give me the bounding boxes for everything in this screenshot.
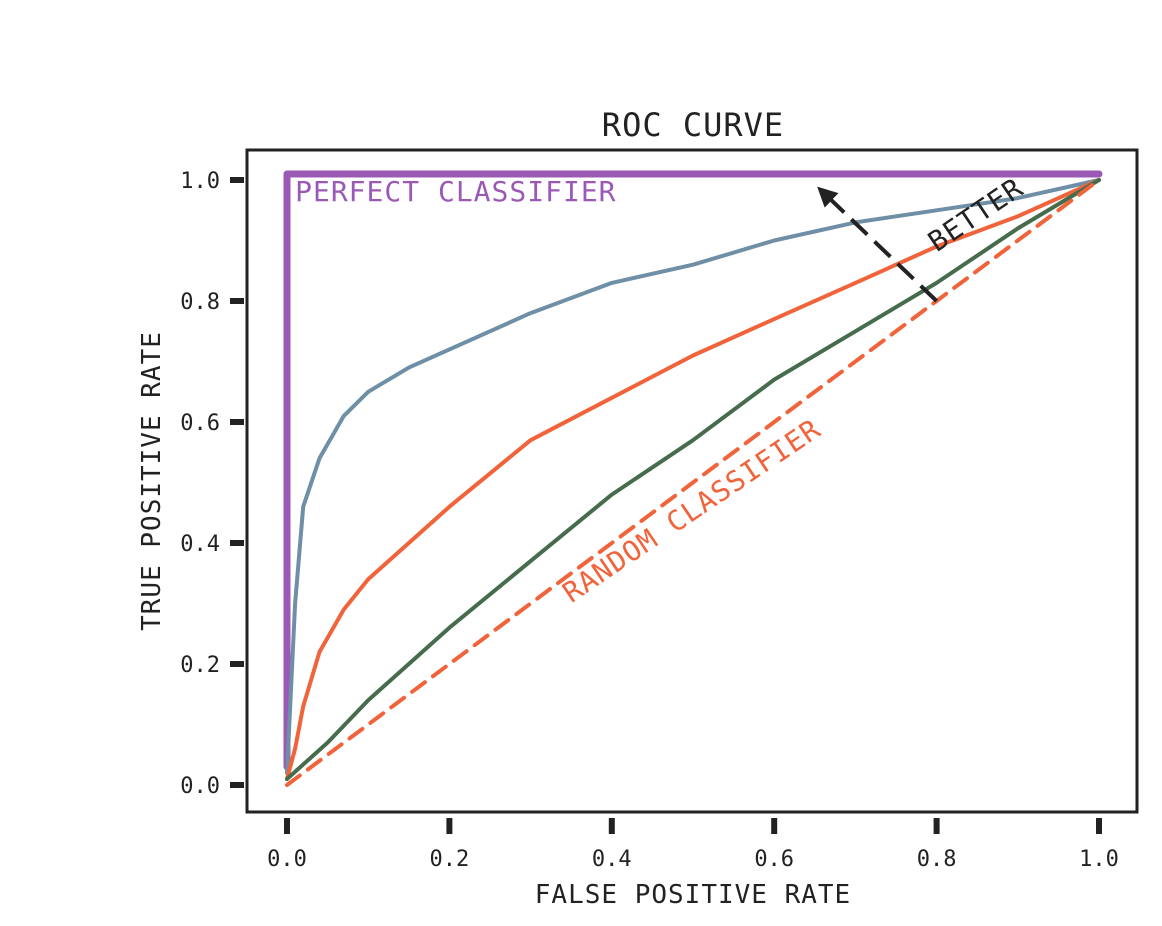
- x-tick-label: 0.6: [754, 847, 794, 872]
- x-axis-label: FALSE POSITIVE RATE: [535, 880, 851, 910]
- y-tick-label: 1.0: [180, 169, 220, 194]
- x-tick-label: 0.0: [267, 847, 307, 872]
- chart-title: ROC CURVE: [602, 106, 784, 144]
- series-line-orange: [285, 178, 1101, 781]
- better-arrow: [817, 186, 938, 303]
- series-line-perfect: [283, 170, 1103, 771]
- plot-frame: [245, 148, 1139, 814]
- annotation-better: BETTER: [922, 171, 1029, 258]
- x-axis-ticks: 0.0 0.2 0.4 0.6 0.8 1.0: [267, 818, 1119, 872]
- x-tick-label: 0.4: [592, 847, 632, 872]
- y-tick-label: 0.0: [180, 774, 220, 799]
- series-line-blue: [285, 178, 1101, 775]
- y-tick-label: 0.4: [180, 532, 220, 557]
- y-axis-ticks: 0.0 0.2 0.4 0.6 0.8 1.0: [180, 169, 244, 799]
- y-axis-label: TRUE POSITIVE RATE: [137, 331, 167, 631]
- y-tick-label: 0.6: [180, 411, 220, 436]
- x-tick-label: 0.8: [917, 847, 957, 872]
- x-tick-label: 0.2: [430, 847, 470, 872]
- x-tick-label: 1.0: [1079, 847, 1119, 872]
- series-line-green: [285, 178, 1101, 781]
- series-line-random: [285, 178, 1101, 787]
- y-tick-label: 0.2: [180, 653, 220, 678]
- annotation-perfect: PERFECT CLASSIFIER: [295, 175, 616, 208]
- y-tick-label: 0.8: [180, 290, 220, 315]
- series-layer: [283, 170, 1103, 787]
